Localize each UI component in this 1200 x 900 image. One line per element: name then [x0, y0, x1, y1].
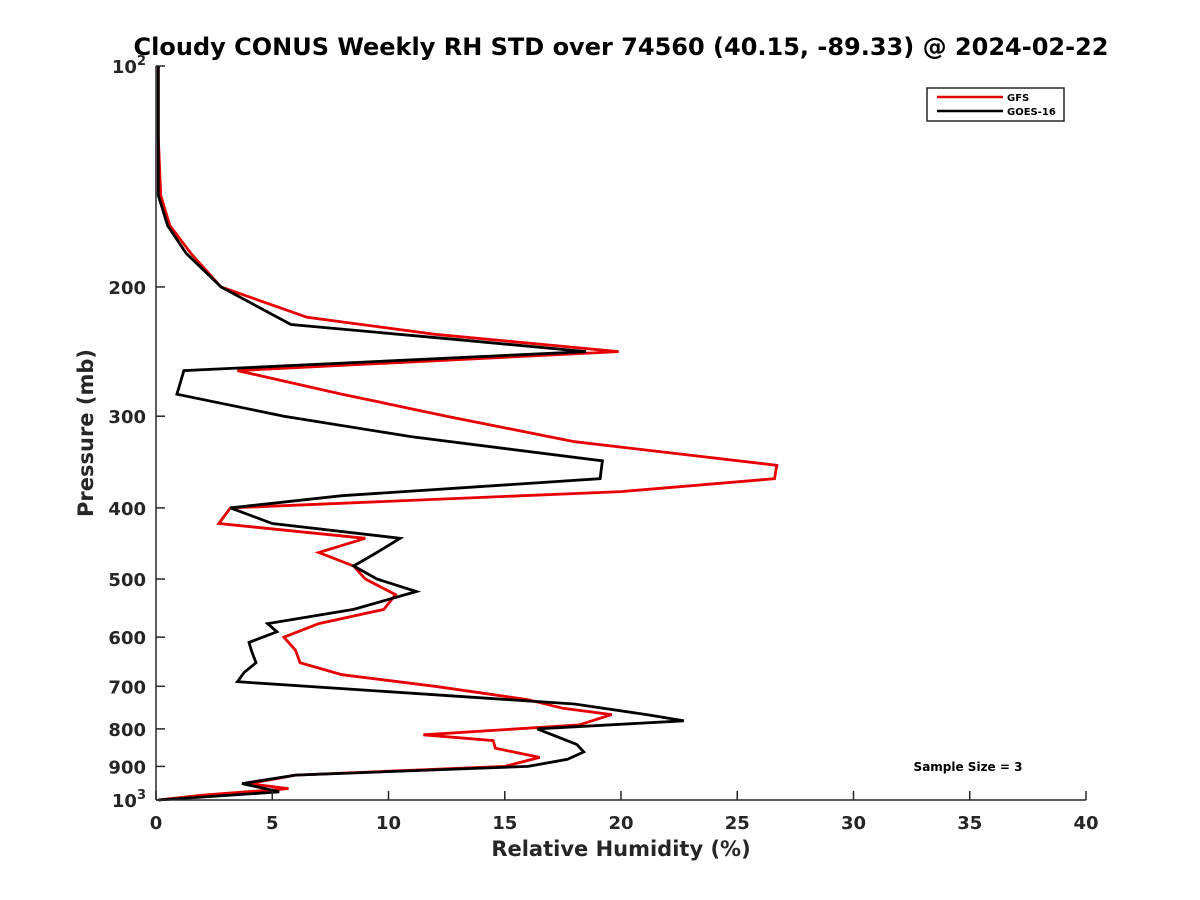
x-tick-label: 30: [841, 813, 866, 834]
y-tick-label: 600: [108, 628, 146, 649]
series-line-gfs: [156, 66, 779, 802]
y-tick-label: 400: [108, 499, 146, 520]
legend-label-goes16: GOES-16: [1007, 107, 1056, 118]
x-tick-label: 25: [725, 813, 750, 834]
x-tick-label: 15: [492, 813, 517, 834]
y-tick-label: 800: [108, 720, 146, 741]
y-tick-label: 200: [108, 278, 146, 299]
y-tick-label: 103: [112, 788, 146, 812]
x-axis-label: Relative Humidity (%): [491, 837, 750, 861]
x-tick-label: 20: [608, 813, 633, 834]
y-axis-label: Pressure (mb): [74, 349, 98, 517]
y-tick-label: 900: [108, 757, 146, 778]
chart-title: Cloudy CONUS Weekly RH STD over 74560 (4…: [134, 33, 1109, 61]
x-tick-label: 35: [957, 813, 982, 834]
series-line-goes16: [156, 66, 685, 802]
axes: 0 5 10 15 20 25 30 35 40 102 200 300 400 500 600 700 800…: [108, 54, 1098, 834]
plot-area: [156, 66, 779, 802]
x-tick-label: 40: [1073, 813, 1098, 834]
x-tick-label: 5: [266, 813, 279, 834]
y-tick-label: 700: [108, 677, 146, 698]
x-tick-label: 10: [376, 813, 401, 834]
y-tick-label: 102: [112, 54, 146, 78]
legend-label-gfs: GFS: [1007, 93, 1029, 104]
y-tick-label: 500: [108, 570, 146, 591]
series-layer: [156, 66, 779, 802]
x-tick-label: 0: [150, 813, 163, 834]
sample-size-annotation: Sample Size = 3: [914, 760, 1023, 774]
legend: GFS GOES-16: [926, 87, 1065, 122]
legend-box: [926, 87, 1065, 122]
y-tick-label: 300: [108, 407, 146, 428]
